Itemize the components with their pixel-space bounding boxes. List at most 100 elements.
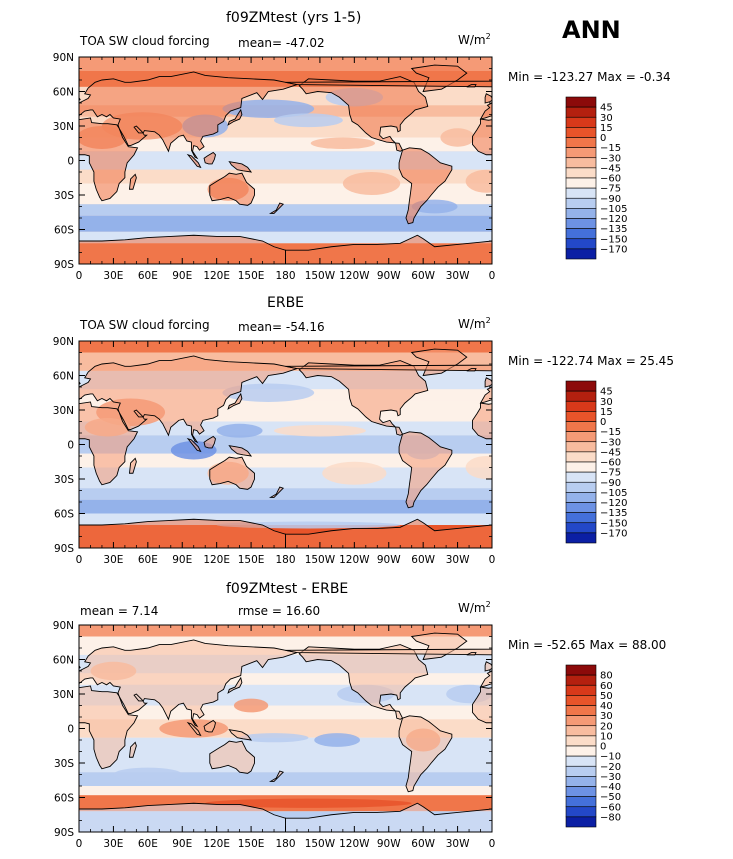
coastline-japan (227, 676, 243, 694)
contour-region (222, 383, 315, 402)
colorbar-label: 60 (600, 681, 613, 692)
map-field (79, 341, 492, 548)
colorbar-label: −90 (600, 194, 621, 205)
x-tick-label: 150W (305, 838, 336, 850)
colorbar-label: −75 (600, 468, 621, 479)
colorbar-label: −40 (600, 782, 621, 793)
x-tick-label: 0 (76, 554, 83, 566)
colorbar: 4530150−15−30−45−60−75−90−105−120−135−15… (565, 96, 627, 260)
coastline-north-america (298, 360, 429, 436)
colorbar-swatch (565, 238, 597, 250)
coastline-africa (79, 117, 139, 202)
panel-mean-label: mean= -54.16 (238, 320, 325, 334)
colorbar-swatch (565, 786, 597, 797)
contour-band (79, 737, 492, 752)
contour-region (465, 456, 492, 479)
colorbar-label: −170 (600, 244, 627, 255)
panel-rmse-label: rmse = 16.60 (238, 604, 321, 618)
colorbar-label: −135 (600, 508, 627, 519)
colorbar-label: −105 (600, 488, 627, 499)
x-tick-label: 180 (275, 838, 295, 850)
coastline-japan (227, 392, 243, 410)
contour-band (79, 499, 492, 514)
colorbar-label: −20 (600, 762, 621, 773)
colorbar-label: −30 (600, 437, 621, 448)
coastline-madagascar (128, 741, 137, 758)
colorbar-label: 40 (600, 701, 613, 712)
x-tick-label: 30W (446, 270, 470, 282)
colorbar-label: −120 (600, 498, 627, 509)
y-tick-label: 0 (67, 724, 74, 736)
y-tick-label: 90N (53, 620, 74, 632)
colorbar-label: 0 (600, 417, 606, 428)
contour-region (205, 798, 412, 808)
colorbar-label: 0 (600, 133, 606, 144)
y-tick-label: 0 (67, 156, 74, 168)
coastline-uk (484, 377, 492, 388)
colorbar-label: −120 (600, 214, 627, 225)
coastline-madagascar (128, 173, 137, 190)
colorbar-label: 30 (600, 113, 613, 124)
x-tick-label: 0 (489, 838, 496, 850)
colorbar: 4530150−15−30−45−60−75−90−105−120−135−15… (565, 380, 627, 544)
contour-band (79, 786, 492, 796)
panel-units: W/m2 (458, 32, 491, 47)
colorbar-label: 50 (600, 691, 613, 702)
contour-region (274, 424, 366, 437)
colorbar-label: 20 (600, 721, 613, 732)
colorbar-label: 15 (600, 123, 613, 134)
colorbar-label: −45 (600, 447, 621, 458)
colorbar-label: 10 (600, 731, 613, 742)
colorbar-swatch (565, 664, 597, 676)
x-tick-label: 120E (203, 270, 230, 282)
x-tick-label: 120W (339, 554, 370, 566)
coastline-new-guinea (228, 161, 253, 173)
coastline-south-america (398, 431, 453, 509)
coastline-australia (209, 456, 255, 490)
x-tick-label: 150E (238, 838, 265, 850)
coastline-japan (227, 108, 243, 126)
y-tick-label: 60N (53, 371, 74, 383)
colorbar-swatch (565, 147, 597, 159)
x-tick-label: 120W (339, 270, 370, 282)
y-tick-label: 60N (53, 87, 74, 99)
panel-left-label: TOA SW cloud forcing (80, 318, 210, 332)
coastline-iceland (466, 368, 477, 372)
x-tick-label: 150W (305, 554, 336, 566)
colorbar-label: −15 (600, 143, 621, 154)
contour-region (233, 698, 269, 713)
colorbar-label: 0 (600, 742, 606, 753)
coastline-borneo (203, 719, 217, 733)
coastline-sumatra (186, 153, 202, 169)
coastline-north-america (298, 644, 429, 720)
y-tick-label: 90S (54, 543, 74, 555)
contour-region (465, 169, 492, 193)
colorbar-label: 30 (600, 711, 613, 722)
coastline-madagascar (128, 457, 137, 474)
contour-band (79, 673, 492, 685)
contour-band (79, 488, 492, 500)
x-tick-label: 0 (489, 270, 496, 282)
contour-region (222, 99, 315, 118)
contour-band (79, 772, 492, 786)
coastline-africa (79, 685, 139, 770)
colorbar-label: −10 (600, 752, 621, 763)
x-tick-label: 60W (411, 270, 435, 282)
panel-mean-label: mean= -47.02 (238, 36, 325, 50)
colorbar-label: −50 (600, 792, 621, 803)
y-tick-label: 30N (53, 689, 74, 701)
colorbar-swatch (565, 96, 597, 108)
colorbar-swatch (565, 187, 597, 199)
colorbar-swatch (565, 208, 597, 219)
y-tick-label: 30S (54, 474, 74, 486)
contour-band (79, 204, 492, 216)
colorbar-swatch (565, 127, 597, 138)
coastline-africa (472, 118, 492, 156)
coastline-antarctica-east (285, 518, 492, 548)
coastline-africa (79, 401, 139, 486)
panel-minmax: Min = -123.27 Max = -0.34 (508, 70, 671, 84)
colorbar-swatch (565, 106, 597, 118)
map-plot: 0 30E 60E 90E 120E 150E 180 150W 120W 90W 60W 30W 09… (53, 52, 496, 282)
x-tick-label: 90W (377, 270, 401, 282)
